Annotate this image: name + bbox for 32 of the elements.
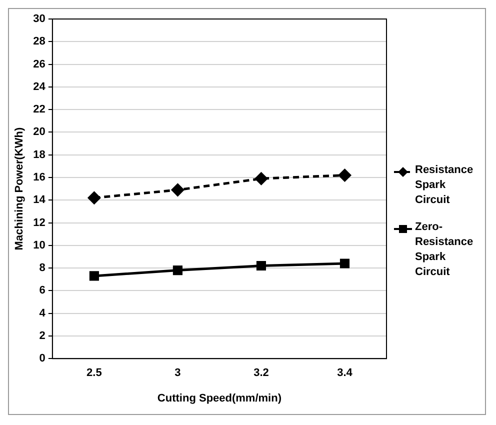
- point: [88, 192, 100, 204]
- point: [171, 184, 184, 196]
- y-tick-label: 2: [39, 330, 46, 342]
- x-tick-label: 3: [174, 367, 181, 380]
- y-tick-label: 22: [33, 104, 46, 116]
- point: [256, 260, 266, 271]
- point: [172, 266, 182, 276]
- x-axis-title: Cutting Speed(mm/min): [157, 392, 282, 404]
- legend-label: Resistance Spark Circuit: [415, 163, 474, 208]
- y-tick-label: 6: [39, 284, 46, 297]
- y-tick-label: 10: [33, 239, 46, 252]
- y-tick-label: 26: [33, 58, 46, 70]
- y-axis-title: Machining Power(KWh): [14, 127, 26, 250]
- x-tick-label: 2.5: [86, 367, 102, 380]
- point: [254, 172, 268, 185]
- y-tick-label: 12: [33, 216, 46, 229]
- y-tick-label: 30: [33, 13, 46, 26]
- legend-label: Zero-Resistance Spark Circuit: [415, 220, 474, 280]
- y-tick-label: 14: [33, 194, 46, 206]
- y-tick-label: 24: [33, 80, 46, 93]
- y-tick-label: 4: [39, 307, 46, 320]
- point: [338, 168, 351, 182]
- x-tick-label: 3.4: [337, 367, 354, 380]
- y-tick-label: 20: [33, 126, 46, 138]
- y-tick-label: 8: [39, 262, 46, 274]
- y-tick-label: 28: [33, 36, 46, 48]
- y-tick-label: 18: [33, 148, 46, 161]
- y-tick-label: 0: [39, 352, 46, 365]
- y-tick-label: 16: [33, 172, 46, 184]
- point: [340, 258, 350, 268]
- point: [89, 271, 99, 281]
- x-tick-label: 3.2: [254, 367, 269, 380]
